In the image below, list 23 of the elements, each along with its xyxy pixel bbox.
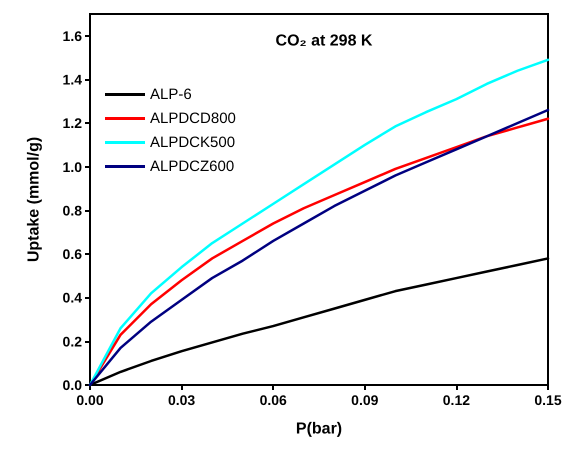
x-axis-title: P(bar) [296,420,342,438]
x-tick-label: 0.09 [351,392,379,408]
x-tick-label: 0.03 [168,392,196,408]
legend-label: ALPDCK500 [150,134,236,151]
text: CO₂ at 298 K [276,32,373,50]
y-tick-label: 1.4 [62,71,82,88]
y-axis-title: Uptake (mmol/g) [26,136,42,262]
x-tick-label: 0.06 [260,392,288,408]
y-tick-label: 0.8 [62,202,82,218]
y-tick-label: 0.6 [62,246,82,262]
line-series [88,58,550,386]
x-tick-label: 0.12 [442,392,470,408]
y-tick-label: 0.0 [62,377,82,393]
y-tick-label: 1.6 [62,28,82,44]
y-tick-label: 1.0 [62,158,82,175]
x-tick-label: 0.15 [534,392,562,408]
x-tick-label: 0.00 [76,392,104,408]
legend-label: ALP-6 [150,86,192,103]
y-tick-label: 0.4 [62,290,82,306]
y-tick-label: 0.2 [62,333,82,350]
legend-label: ALPDCD800 [150,110,236,127]
y-tick-label: 1.2 [62,115,82,132]
legend-label: ALPDCZ600 [150,158,234,175]
